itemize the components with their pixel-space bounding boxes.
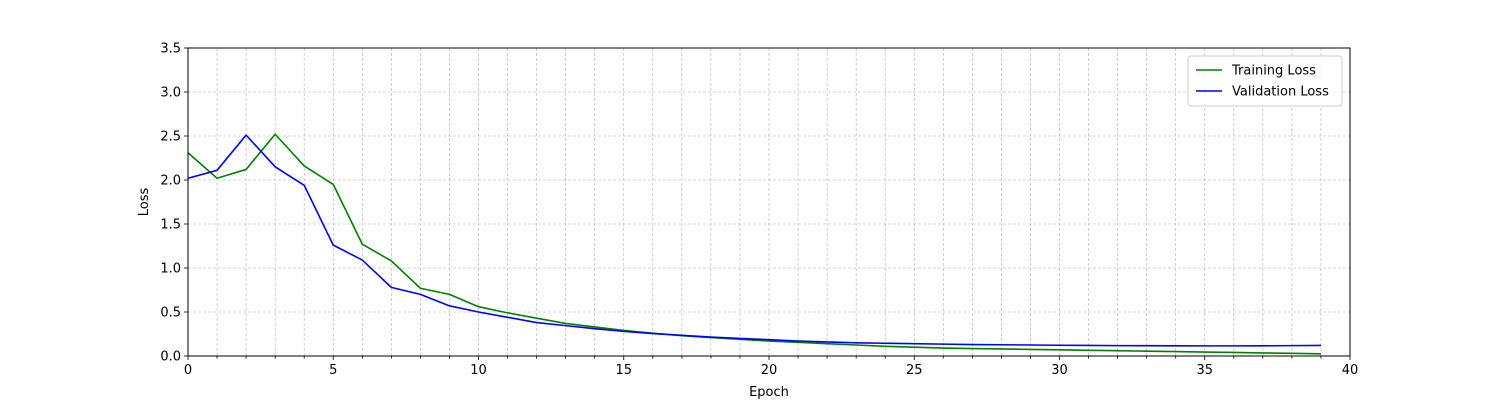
series-line-training-loss (187, 133, 1321, 355)
y-tick-label: 1.0 (160, 262, 181, 277)
y-tick-label: 2.5 (160, 130, 181, 145)
x-tick-label: 25 (906, 363, 923, 378)
y-tick-label: 2.0 (160, 174, 181, 189)
x-tick-label: 10 (470, 363, 487, 378)
grid (187, 47, 1351, 357)
series-lines (187, 133, 1321, 355)
x-tick-label: 20 (761, 363, 778, 378)
x-tick-label: 40 (1342, 363, 1359, 378)
x-tick-label: 15 (615, 363, 632, 378)
axis-ticks: 0 5 10 15 20 25 30 35 40 0.0 0.5 1.0 1.5 2.0 2.5 3.0 3.5 (160, 42, 1358, 379)
y-tick-label: 0.5 (160, 306, 181, 321)
legend-box (1187, 55, 1343, 107)
legend: Training Loss Validation Loss (1187, 55, 1343, 107)
x-tick-label: 35 (1196, 363, 1213, 378)
y-axis-label: Loss (137, 188, 152, 217)
legend-entry: Validation Loss (1232, 85, 1329, 100)
x-tick-label: 5 (329, 363, 337, 378)
legend-entry: Training Loss (1231, 64, 1316, 79)
series-line-validation-loss (187, 134, 1321, 347)
y-tick-label: 3.0 (160, 86, 181, 101)
y-tick-label: 1.5 (160, 218, 181, 233)
x-axis-label: Epoch (749, 385, 789, 400)
y-tick-label: 3.5 (160, 42, 181, 57)
x-tick-label: 30 (1051, 363, 1068, 378)
y-tick-label: 0.0 (160, 350, 181, 365)
x-tick-label: 0 (184, 363, 192, 378)
